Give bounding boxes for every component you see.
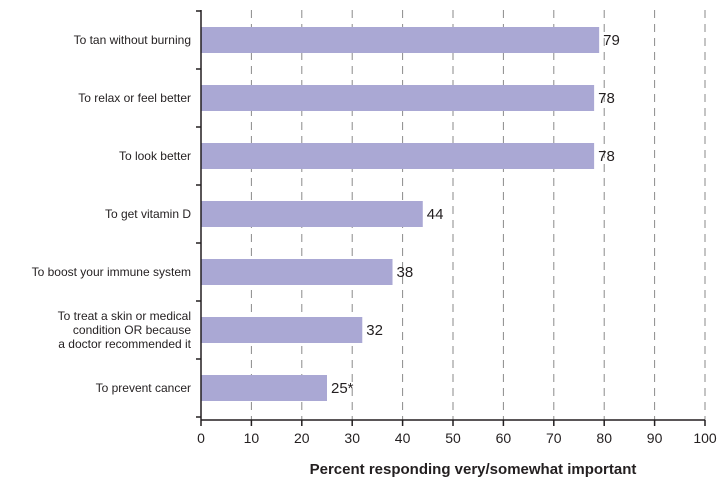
x-tick-label: 20 [294, 430, 310, 446]
bar-value-label: 78 [598, 148, 615, 165]
category-label: To prevent cancer [96, 381, 191, 395]
x-tick-label: 60 [496, 430, 512, 446]
x-tick-label: 0 [197, 430, 205, 446]
category-label: To get vitamin D [105, 207, 191, 221]
bar-5 [201, 259, 393, 285]
bar-value-label: 78 [598, 90, 615, 107]
bar-4 [201, 201, 423, 227]
x-tick-label: 70 [546, 430, 562, 446]
x-tick-label: 10 [244, 430, 260, 446]
gridlines [250, 10, 706, 420]
axes [196, 10, 706, 426]
category-label: To boost your immune system [32, 265, 191, 279]
category-label: To treat a skin or medical condition OR b… [58, 309, 192, 351]
x-tick-label: 50 [445, 430, 461, 446]
bar-value-label: 44 [427, 206, 444, 223]
bar-3 [201, 143, 595, 169]
bar-1 [201, 27, 600, 53]
category-label: To look better [119, 149, 191, 163]
x-axis-title: Percent responding very/somewhat importa… [310, 461, 637, 478]
category-label: To relax or feel better [78, 91, 191, 105]
labels: 79 78 78 44 38 32 25* To tan without burning To … [32, 32, 717, 446]
bars [201, 27, 600, 401]
category-label: To tan without burning [74, 33, 191, 47]
bar-value-label: 38 [397, 264, 414, 281]
bar-value-label: 79 [603, 32, 620, 49]
bar-7 [201, 375, 327, 401]
x-tick-label: 100 [693, 430, 717, 446]
bar-2 [201, 85, 595, 111]
x-tick-label: 40 [395, 430, 411, 446]
x-tick-label: 30 [344, 430, 360, 446]
bar-value-label: 25* [331, 380, 354, 397]
bar-6 [201, 317, 363, 343]
bar-value-label: 32 [366, 322, 383, 339]
x-tick-label: 80 [596, 430, 612, 446]
x-tick-label: 90 [647, 430, 663, 446]
